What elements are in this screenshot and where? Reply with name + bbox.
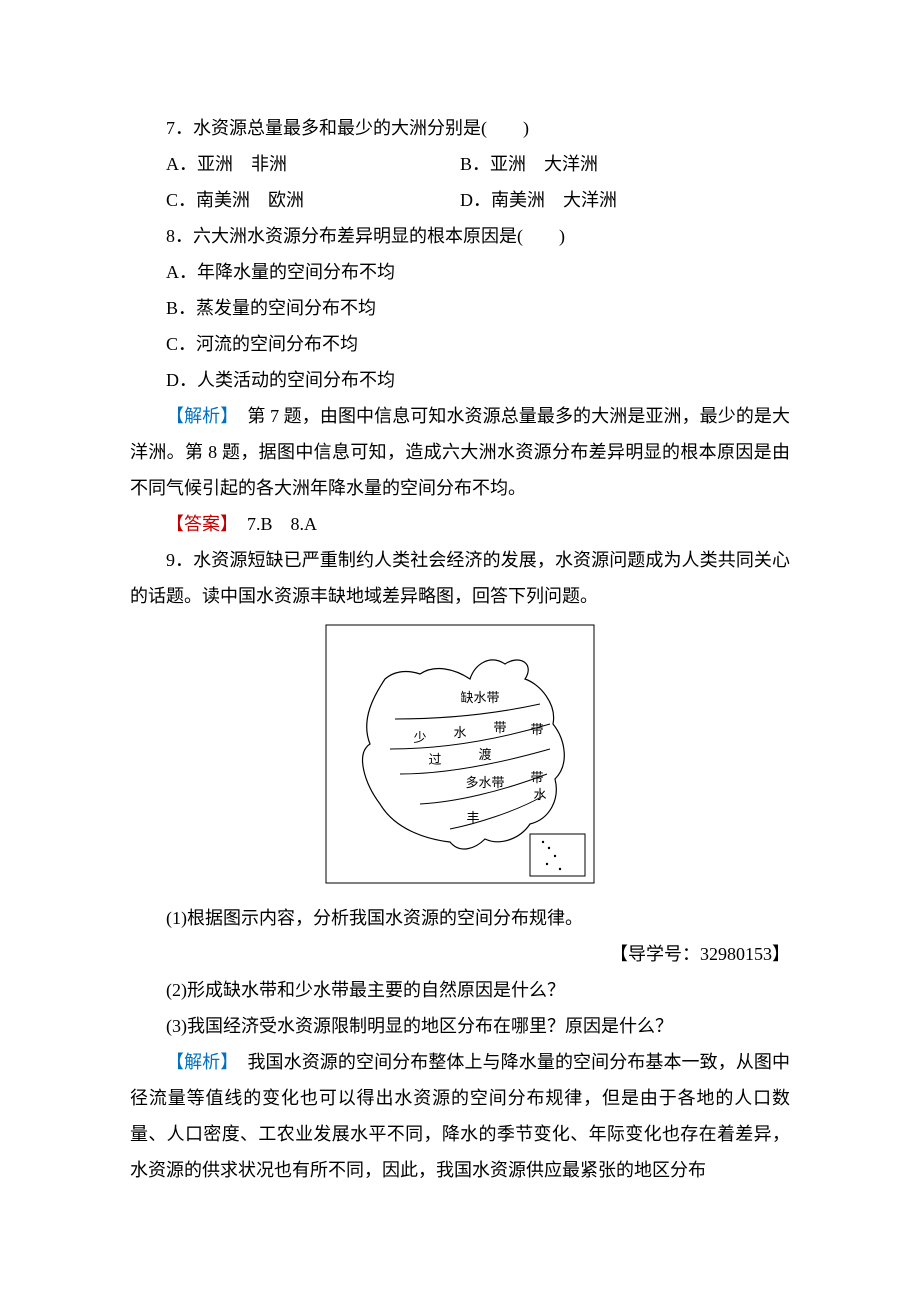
guide-number: 【导学号：32980153】 <box>130 936 790 972</box>
map-label: 水 <box>533 787 546 802</box>
q7-option-b: B．亚洲 大洋洲 <box>460 146 790 182</box>
q9-sub3: (3)我国经济受水资源限制明显的地区分布在哪里？原因是什么？ <box>130 1008 790 1044</box>
q7-stem: 7．水资源总量最多和最少的大洲分别是( ) <box>130 110 790 146</box>
map-label: 带 <box>530 770 543 785</box>
q9-sub2: (2)形成缺水带和少水带最主要的自然原因是什么？ <box>130 972 790 1008</box>
analysis-78-text: 第 7 题，由图中信息可知水资源总量最多的大洲是亚洲，最少的是大洋洲。第 8 题… <box>130 406 790 498</box>
answer-label: 【答案】 <box>166 514 229 534</box>
map-label: 带 <box>530 722 543 737</box>
q9-stem: 9．水资源短缺已严重制约人类社会经济的发展，水资源问题成为人类共同关心的话题。读… <box>130 542 790 614</box>
analysis-78: 【解析】 第 7 题，由图中信息可知水资源总量最多的大洲是亚洲，最少的是大洋洲。… <box>130 398 790 506</box>
q8-option-a: A．年降水量的空间分布不均 <box>130 254 790 290</box>
analysis-label-9: 【解析】 <box>166 1052 229 1072</box>
q8-option-c: C．河流的空间分布不均 <box>130 326 790 362</box>
answer-78-text: 7.B 8.A <box>229 514 317 534</box>
answer-78: 【答案】 7.B 8.A <box>130 506 790 542</box>
analysis-label: 【解析】 <box>166 406 229 426</box>
map-label: 多水带 <box>465 775 504 790</box>
map-label: 过 <box>428 752 441 767</box>
map-label: 缺水带 <box>460 690 499 705</box>
map-label: 水 <box>453 725 466 740</box>
map-label: 少 <box>413 730 426 745</box>
q8-option-d: D．人类活动的空间分布不均 <box>130 362 790 398</box>
analysis-9: 【解析】 我国水资源的空间分布整体上与降水量的空间分布基本一致，从图中径流量等值… <box>130 1044 790 1188</box>
map-label: 渡 <box>478 747 491 762</box>
q7-option-d: D．南美洲 大洋洲 <box>460 182 790 218</box>
q8-option-b: B．蒸发量的空间分布不均 <box>130 290 790 326</box>
q7-option-c: C．南美洲 欧洲 <box>130 182 460 218</box>
china-water-map: 缺水带少水带带过渡多水带带水丰 <box>130 624 790 896</box>
map-label: 丰 <box>466 810 479 825</box>
q8-stem: 8．六大洲水资源分布差异明显的根本原因是( ) <box>130 218 790 254</box>
q9-sub1: (1)根据图示内容，分析我国水资源的空间分布规律。 <box>130 900 790 936</box>
analysis-9-text: 我国水资源的空间分布整体上与降水量的空间分布基本一致，从图中径流量等值线的变化也… <box>130 1052 790 1180</box>
q7-option-a: A．亚洲 非洲 <box>130 146 460 182</box>
map-label: 带 <box>493 720 506 735</box>
